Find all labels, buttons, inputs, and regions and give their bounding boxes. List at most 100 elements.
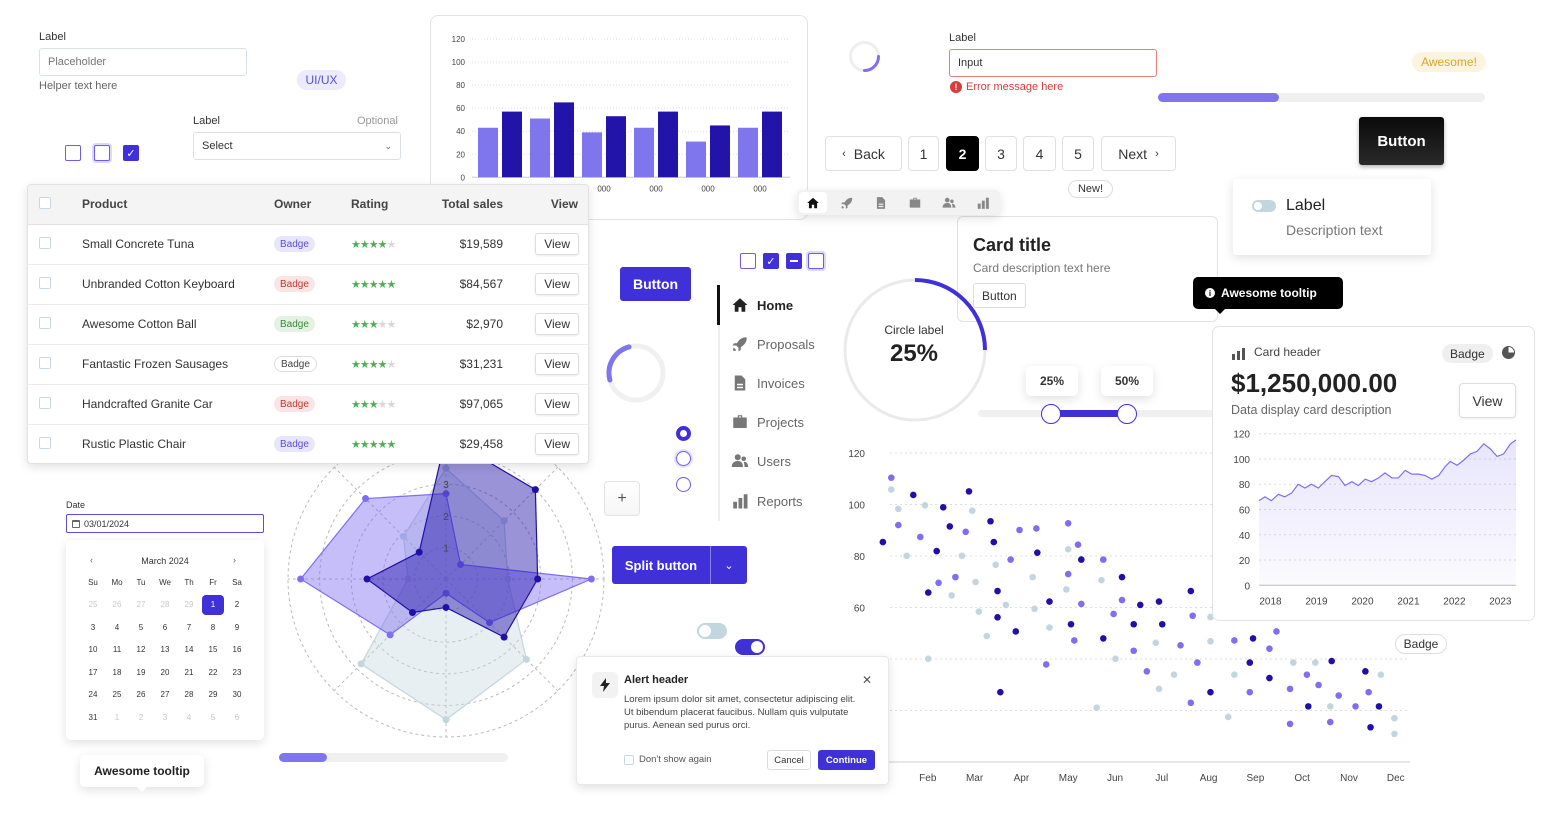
- select-dropdown[interactable]: Select ⌄: [193, 132, 401, 160]
- calendar-day[interactable]: 29: [177, 594, 201, 617]
- calendar-day[interactable]: 11: [105, 639, 129, 662]
- prev-month-button[interactable]: ‹: [90, 555, 93, 565]
- pagination-next-button[interactable]: Next ›: [1101, 136, 1176, 171]
- close-icon[interactable]: ✕: [862, 673, 873, 687]
- dont-show-again-checkbox[interactable]: Don't show again: [624, 754, 712, 765]
- range-thumb-high[interactable]: [1117, 404, 1137, 424]
- page-button-1[interactable]: 1: [908, 136, 939, 171]
- calendar-day[interactable]: 6: [153, 616, 177, 639]
- date-input[interactable]: 03/01/2024: [66, 514, 264, 533]
- toggle-off[interactable]: [697, 623, 727, 639]
- calendar-day-selected[interactable]: 1: [201, 594, 225, 617]
- calendar-day[interactable]: 28: [153, 594, 177, 617]
- briefcase-icon[interactable]: [901, 192, 929, 213]
- calendar-day[interactable]: 22: [201, 661, 225, 684]
- card-button[interactable]: Button: [973, 283, 1026, 308]
- calendar-day[interactable]: 28: [177, 684, 201, 707]
- range-thumb-low[interactable]: [1041, 404, 1061, 424]
- checkbox-unchecked[interactable]: [740, 253, 756, 269]
- calendar-day[interactable]: 27: [129, 594, 153, 617]
- calendar-day[interactable]: 20: [153, 661, 177, 684]
- calendar-day[interactable]: 25: [81, 594, 105, 617]
- nav-item-home[interactable]: Home: [731, 296, 793, 314]
- home-icon[interactable]: [799, 192, 827, 213]
- checkbox-checked[interactable]: ✓: [123, 145, 139, 161]
- select-all-checkbox[interactable]: [39, 196, 51, 209]
- calendar-day[interactable]: 3: [153, 706, 177, 729]
- split-button-dropdown[interactable]: ⌄: [711, 546, 747, 584]
- error-input[interactable]: [949, 49, 1157, 77]
- text-input[interactable]: [39, 48, 247, 76]
- calendar-day[interactable]: 26: [129, 684, 153, 707]
- bar-chart-icon[interactable]: [969, 192, 997, 213]
- calendar-day[interactable]: 17: [81, 661, 105, 684]
- radio-unselected[interactable]: [676, 477, 691, 492]
- view-button[interactable]: View: [535, 233, 579, 255]
- document-icon[interactable]: [867, 192, 895, 213]
- row-checkbox[interactable]: [39, 356, 51, 369]
- calendar-day[interactable]: 19: [129, 661, 153, 684]
- radio-focused[interactable]: [676, 451, 691, 466]
- nav-item-reports[interactable]: Reports: [731, 492, 803, 510]
- column-header-rating[interactable]: Rating: [351, 185, 431, 225]
- calendar-day[interactable]: 21: [177, 661, 201, 684]
- column-header-product[interactable]: Product: [82, 185, 274, 225]
- checkbox-focused[interactable]: [808, 253, 824, 269]
- calendar-day[interactable]: 24: [81, 684, 105, 707]
- calendar-day[interactable]: 26: [105, 594, 129, 617]
- calendar-day[interactable]: 1: [105, 706, 129, 729]
- toggle-on[interactable]: [735, 639, 765, 655]
- view-button[interactable]: View: [535, 433, 579, 455]
- pagination-back-button[interactable]: ‹ Back: [825, 136, 902, 171]
- nav-item-users[interactable]: Users: [731, 452, 791, 470]
- calendar-day[interactable]: 30: [225, 684, 249, 707]
- primary-button[interactable]: Button: [620, 267, 691, 301]
- calendar-day[interactable]: 8: [201, 616, 225, 639]
- add-button[interactable]: +: [604, 481, 640, 516]
- column-header-total-sales[interactable]: Total sales: [431, 185, 503, 225]
- checkbox-focused[interactable]: [94, 145, 110, 161]
- calendar-day[interactable]: 7: [177, 616, 201, 639]
- view-button[interactable]: View: [535, 313, 579, 335]
- calendar-day[interactable]: 2: [129, 706, 153, 729]
- calendar-day[interactable]: 4: [177, 706, 201, 729]
- calendar-day[interactable]: 13: [153, 639, 177, 662]
- calendar-day[interactable]: 4: [105, 616, 129, 639]
- row-checkbox[interactable]: [39, 396, 51, 409]
- cancel-button[interactable]: Cancel: [767, 750, 811, 770]
- calendar-day[interactable]: 9: [225, 616, 249, 639]
- row-checkbox[interactable]: [39, 436, 51, 449]
- row-checkbox[interactable]: [39, 316, 51, 329]
- page-button-2[interactable]: 2: [946, 136, 979, 171]
- data-card-view-button[interactable]: View: [1459, 383, 1516, 418]
- nav-item-invoices[interactable]: Invoices: [731, 374, 805, 392]
- calendar-day[interactable]: 29: [201, 684, 225, 707]
- view-button[interactable]: View: [535, 393, 579, 415]
- pie-chart-icon[interactable]: [1502, 346, 1515, 359]
- calendar-day[interactable]: 16: [225, 639, 249, 662]
- calendar-day[interactable]: 2: [225, 594, 249, 617]
- row-checkbox[interactable]: [39, 276, 51, 289]
- calendar-day[interactable]: 25: [105, 684, 129, 707]
- checkbox-indeterminate[interactable]: [786, 253, 802, 269]
- next-month-button[interactable]: ›: [233, 555, 236, 565]
- calendar-day[interactable]: 18: [105, 661, 129, 684]
- calendar-day[interactable]: 5: [201, 706, 225, 729]
- calendar-day[interactable]: 5: [129, 616, 153, 639]
- calendar-day[interactable]: 10: [81, 639, 105, 662]
- calendar-day[interactable]: 14: [177, 639, 201, 662]
- calendar-day[interactable]: 23: [225, 661, 249, 684]
- users-icon[interactable]: [935, 192, 963, 213]
- page-button-3[interactable]: 3: [985, 136, 1017, 171]
- page-button-5[interactable]: 5: [1062, 136, 1094, 171]
- page-button-4[interactable]: 4: [1023, 136, 1056, 171]
- calendar-day[interactable]: 12: [129, 639, 153, 662]
- view-button[interactable]: View: [535, 353, 579, 375]
- calendar-day[interactable]: 31: [81, 706, 105, 729]
- nav-item-proposals[interactable]: Proposals: [731, 335, 815, 353]
- dark-button[interactable]: Button: [1359, 117, 1444, 165]
- toggle-switch[interactable]: [1252, 200, 1276, 212]
- calendar-day[interactable]: 3: [81, 616, 105, 639]
- rocket-icon[interactable]: [833, 192, 861, 213]
- continue-button[interactable]: Continue: [818, 750, 875, 770]
